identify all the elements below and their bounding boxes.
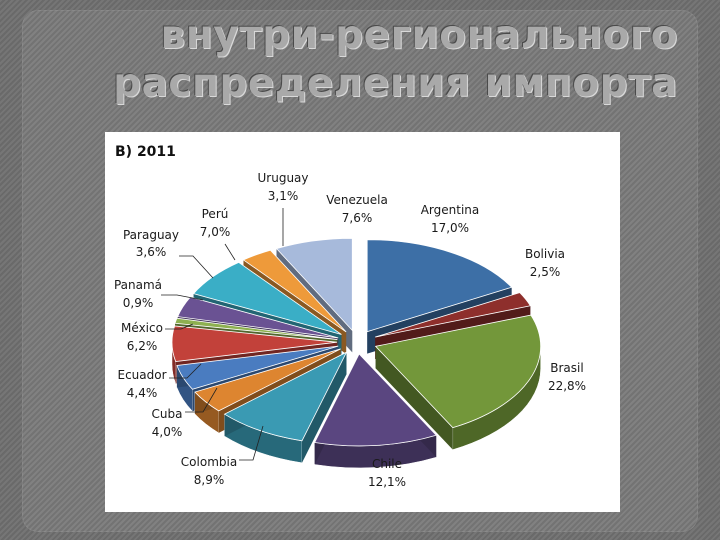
category-label-panamá: Panamá — [114, 278, 162, 292]
pie-slice-méxico — [171, 325, 338, 362]
pie-chart: B) 2011 Argentina 17,0% Bolivia 2,5% Brasil 2… — [114, 144, 586, 489]
pie-slice-edge-brasil — [375, 346, 453, 450]
pie-slice-chile — [314, 353, 438, 447]
value-label-uruguay: 3,1% — [268, 189, 299, 203]
category-label-bolivia: Bolivia — [525, 247, 565, 261]
leader-line-perú — [224, 243, 236, 261]
category-label-paraguay: Paraguay — [123, 228, 179, 242]
pie-slice-panamá — [174, 317, 338, 340]
value-label-bolivia: 2,5% — [530, 265, 561, 279]
category-label-argentina: Argentina — [421, 203, 480, 217]
value-label-brasil: 22,8% — [548, 379, 586, 393]
value-label-chile: 12,1% — [368, 475, 406, 489]
value-label-ecuador: 4,4% — [127, 386, 158, 400]
pie-slice-colombia — [223, 351, 348, 442]
pie-slice-perú — [192, 261, 342, 335]
chart-panel: B) 2011 Argentina 17,0% Bolivia 2,5% Brasil 2… — [105, 132, 620, 512]
slide-title-line-2: распределения импорта — [113, 61, 678, 106]
category-label-cuba: Cuba — [152, 407, 183, 421]
value-label-colombia: 8,9% — [194, 473, 225, 487]
pie-slice-cuba — [194, 348, 341, 412]
slide-title-line-1: внутри-регионального — [160, 13, 678, 58]
pie-slice-uruguay — [242, 249, 347, 333]
pie-slice-paraguay — [177, 296, 339, 339]
value-label-peru: 7,0% — [200, 225, 231, 239]
leader-line-panamá — [161, 294, 204, 301]
leader-line-colombia — [239, 425, 264, 461]
leader-line-paraguay — [179, 255, 214, 279]
category-label-uruguay: Uruguay — [258, 171, 309, 185]
value-label-venezuela: 7,6% — [342, 211, 373, 225]
category-label-peru: Perú — [202, 207, 229, 221]
category-label-brasil: Brasil — [550, 361, 583, 375]
category-label-venezuela: Venezuela — [326, 193, 388, 207]
pie-slice-venezuela — [275, 237, 353, 332]
value-label-paraguay: 3,6% — [136, 245, 167, 259]
category-label-ecuador: Ecuador — [117, 368, 166, 382]
pie-slice-brasil — [374, 314, 541, 429]
leader-line-méxico — [165, 323, 194, 330]
value-label-panamá: 0,9% — [123, 296, 154, 310]
category-label-méxico: México — [121, 321, 163, 335]
value-label-cuba: 4,0% — [152, 425, 183, 439]
value-label-argentina: 17,0% — [431, 221, 469, 235]
leader-line-ecuador — [169, 363, 202, 379]
value-label-méxico: 6,2% — [127, 339, 158, 353]
category-label-chile: Chile — [372, 457, 402, 471]
category-label-colombia: Colombia — [181, 455, 237, 469]
chart-title: B) 2011 — [115, 144, 176, 160]
pie-slice-bolivia — [375, 292, 532, 338]
pie-labels: Argentina 17,0% Bolivia 2,5% Brasil 22,8% Chil… — [114, 171, 586, 489]
pie-slices — [171, 237, 541, 469]
pie-slice-argentina — [366, 239, 513, 333]
leader-line-cuba — [185, 387, 218, 413]
